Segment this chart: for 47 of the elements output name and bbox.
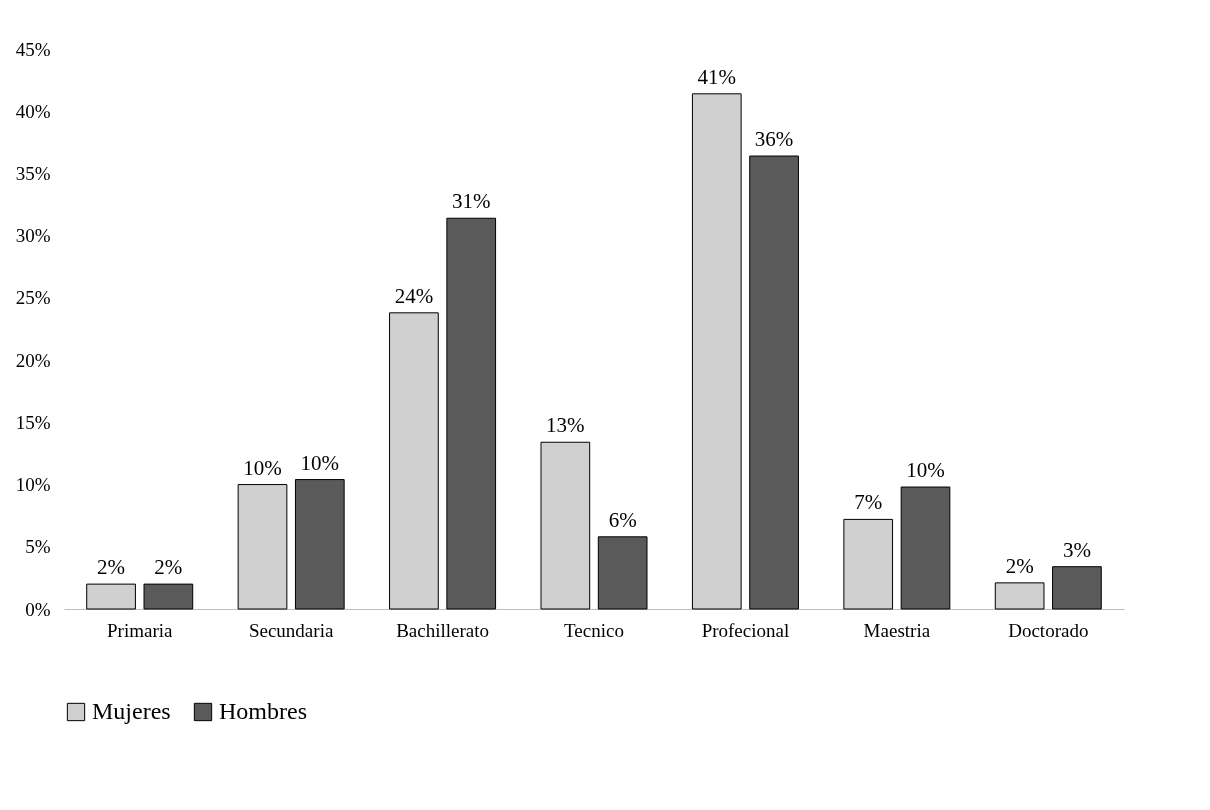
data-label: 6% — [608, 507, 637, 532]
data-label: 7% — [854, 490, 883, 515]
bar — [540, 441, 591, 610]
bar — [1052, 566, 1102, 610]
bar — [900, 486, 951, 610]
y-tick-label: 45% — [15, 38, 51, 60]
data-label: 10% — [243, 455, 282, 480]
data-label: 10% — [300, 450, 340, 475]
bar — [597, 536, 648, 610]
y-tick-label: 35% — [15, 162, 51, 184]
bar — [994, 582, 1045, 610]
data-label: 41% — [697, 64, 737, 89]
x-tick-label: Secundaria — [248, 619, 334, 641]
data-label: 3% — [1062, 537, 1091, 562]
bar — [237, 484, 288, 610]
bar — [389, 312, 439, 610]
y-tick-label: 10% — [15, 474, 51, 496]
bar — [446, 217, 497, 610]
y-tick-label: 0% — [25, 598, 51, 620]
bar — [691, 93, 742, 610]
x-tick-label: Bachillerato — [396, 619, 489, 641]
y-tick-label: 40% — [15, 100, 51, 122]
y-tick-label: 25% — [15, 287, 51, 309]
data-label: 2% — [97, 555, 126, 580]
x-tick-label: Maestria — [863, 619, 931, 641]
data-label: 2% — [154, 555, 183, 580]
legend-label: Hombres — [219, 698, 307, 724]
data-label: 13% — [546, 413, 585, 438]
bar — [143, 583, 194, 610]
bar — [843, 518, 894, 610]
y-tick-label: 15% — [15, 411, 51, 433]
x-tick-label: Tecnico — [564, 619, 624, 641]
legend-label: Mujeres — [92, 698, 171, 724]
data-label: 2% — [1005, 553, 1034, 578]
x-tick-label: Profecional — [701, 619, 790, 641]
bar — [749, 155, 799, 610]
bar — [294, 479, 345, 610]
data-label: 36% — [754, 127, 794, 152]
y-tick-label: 5% — [25, 536, 51, 558]
data-label: 31% — [451, 189, 491, 214]
y-tick-label: 20% — [15, 349, 51, 371]
bar — [86, 583, 136, 610]
data-label: 10% — [906, 458, 945, 483]
x-tick-label: Primaria — [107, 619, 173, 641]
data-label: 24% — [394, 283, 434, 308]
y-tick-label: 30% — [15, 225, 51, 247]
x-tick-label: Doctorado — [1008, 619, 1089, 641]
